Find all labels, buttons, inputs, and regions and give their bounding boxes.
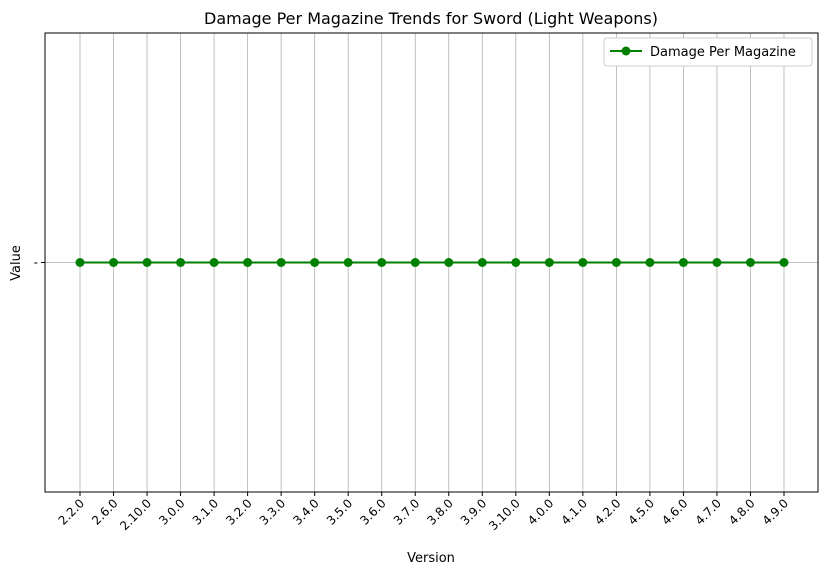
x-tick-label: 3.9.0 bbox=[458, 496, 489, 527]
data-point bbox=[243, 258, 253, 267]
x-tick-label: 4.7.0 bbox=[693, 496, 724, 527]
x-tick-label: 2.10.0 bbox=[117, 496, 154, 533]
series-layer bbox=[75, 258, 789, 267]
chart-title: Damage Per Magazine Trends for Sword (Li… bbox=[204, 9, 658, 28]
data-point bbox=[109, 258, 119, 267]
data-point bbox=[176, 258, 186, 267]
data-point bbox=[276, 258, 286, 267]
x-axis-ticks: 2.2.0 2.6.02.10.0 3.0.0 3.1.0 3.2.0 3.3.0 3.4.… bbox=[56, 492, 791, 533]
data-point bbox=[377, 258, 387, 267]
x-tick-label: 4.6.0 bbox=[659, 496, 690, 527]
data-point bbox=[477, 258, 487, 267]
legend: Damage Per Magazine bbox=[603, 37, 813, 67]
data-point bbox=[75, 258, 85, 267]
legend-label: Damage Per Magazine bbox=[650, 45, 796, 60]
y-axis-ticks: - bbox=[34, 256, 45, 270]
x-tick-label: 4.1.0 bbox=[558, 496, 589, 527]
x-tick-label: 3.6.0 bbox=[357, 496, 388, 527]
data-point bbox=[310, 258, 320, 267]
x-tick-label: 4.2.0 bbox=[592, 496, 623, 527]
x-tick-label: 3.8.0 bbox=[424, 496, 455, 527]
data-point bbox=[544, 258, 554, 267]
data-point bbox=[745, 258, 755, 267]
data-point bbox=[343, 258, 353, 267]
data-point bbox=[645, 258, 655, 267]
y-tick-label: - bbox=[34, 256, 38, 270]
x-tick-label: 3.7.0 bbox=[391, 496, 422, 527]
x-tick-label: 3.0.0 bbox=[156, 496, 187, 527]
x-tick-label: 3.2.0 bbox=[223, 496, 254, 527]
data-point bbox=[410, 258, 420, 267]
x-tick-label: 4.8.0 bbox=[726, 496, 757, 527]
x-tick-label: 3.1.0 bbox=[190, 496, 221, 527]
x-tick-label: 2.2.0 bbox=[56, 496, 87, 527]
x-axis-label: Version bbox=[407, 551, 455, 566]
x-tick-label: 4.5.0 bbox=[626, 496, 657, 527]
data-point bbox=[209, 258, 219, 267]
x-tick-label: 2.6.0 bbox=[89, 496, 120, 527]
data-point bbox=[712, 258, 722, 267]
legend-box bbox=[603, 37, 813, 67]
x-tick-label: 4.9.0 bbox=[760, 496, 791, 527]
data-point bbox=[511, 258, 521, 267]
data-point bbox=[142, 258, 152, 267]
x-tick-label: 3.3.0 bbox=[257, 496, 288, 527]
y-axis-label: Value bbox=[9, 245, 24, 281]
x-tick-label: 3.4.0 bbox=[290, 496, 321, 527]
data-point bbox=[578, 258, 588, 267]
data-point bbox=[678, 258, 688, 267]
x-tick-label: 3.5.0 bbox=[324, 496, 355, 527]
x-tick-label: 4.0.0 bbox=[525, 496, 556, 527]
data-point bbox=[779, 258, 789, 267]
data-point bbox=[444, 258, 454, 267]
x-tick-label: 3.10.0 bbox=[486, 496, 523, 533]
legend-point-marker bbox=[621, 46, 631, 56]
data-point bbox=[611, 258, 621, 267]
